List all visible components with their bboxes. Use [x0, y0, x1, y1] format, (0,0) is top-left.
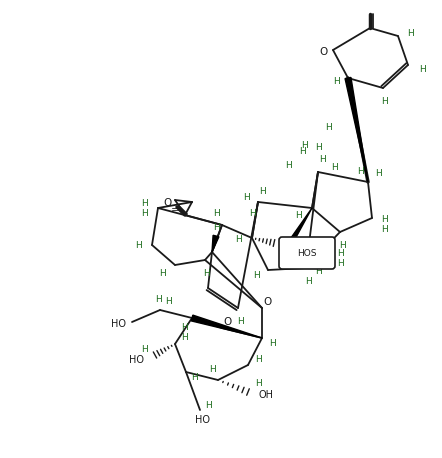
Text: H: H — [141, 198, 149, 207]
Text: H: H — [204, 268, 210, 278]
Text: H: H — [337, 258, 343, 267]
Text: H: H — [238, 316, 244, 326]
Text: H: H — [235, 235, 241, 245]
Text: H: H — [141, 209, 149, 218]
Polygon shape — [191, 315, 262, 338]
Text: H: H — [320, 154, 326, 164]
Text: H: H — [334, 76, 340, 86]
Text: H: H — [205, 400, 211, 409]
Text: H: H — [408, 29, 415, 38]
Polygon shape — [345, 77, 368, 182]
Text: H: H — [375, 169, 381, 179]
Text: HO: HO — [194, 415, 210, 425]
Text: H: H — [160, 268, 166, 278]
Text: H: H — [324, 124, 332, 132]
Text: HO: HO — [110, 319, 126, 329]
Text: H: H — [381, 225, 389, 234]
Text: H: H — [281, 239, 287, 247]
Text: H: H — [213, 224, 219, 233]
Text: O: O — [263, 297, 271, 307]
Text: H: H — [357, 168, 363, 176]
Text: H: H — [155, 294, 161, 304]
Text: H: H — [253, 271, 259, 279]
Text: O: O — [320, 47, 328, 57]
Text: H: H — [331, 163, 337, 171]
Text: H: H — [381, 216, 389, 224]
Polygon shape — [282, 208, 312, 255]
Text: H: H — [339, 240, 347, 250]
Text: H: H — [192, 372, 198, 382]
Text: H: H — [259, 187, 267, 196]
Text: H: H — [305, 277, 311, 285]
Text: H: H — [315, 143, 321, 153]
Text: H: H — [243, 192, 249, 202]
Text: H: H — [301, 141, 309, 149]
Text: HOS: HOS — [297, 249, 317, 257]
Polygon shape — [212, 235, 219, 252]
Text: =: = — [170, 205, 180, 215]
FancyBboxPatch shape — [279, 237, 335, 269]
Text: H: H — [250, 209, 256, 218]
Text: H: H — [315, 267, 321, 276]
Text: H: H — [299, 147, 305, 157]
Text: H: H — [381, 97, 389, 105]
Text: H: H — [255, 380, 261, 388]
Text: H: H — [419, 65, 425, 73]
Text: H: H — [141, 345, 149, 354]
Text: HO: HO — [130, 355, 145, 365]
Text: H: H — [164, 296, 171, 305]
Text: H: H — [285, 160, 291, 169]
Text: OH: OH — [259, 390, 274, 400]
Text: H: H — [295, 212, 301, 220]
Text: H: H — [270, 338, 276, 348]
Text: H: H — [255, 355, 261, 365]
Text: O: O — [223, 317, 231, 327]
Text: H: H — [213, 208, 221, 218]
Text: H: H — [181, 323, 187, 333]
Text: H: H — [181, 333, 187, 343]
Text: O: O — [163, 198, 171, 208]
Text: H: H — [337, 249, 343, 257]
Text: H: H — [136, 240, 142, 250]
Text: H: H — [209, 365, 215, 375]
